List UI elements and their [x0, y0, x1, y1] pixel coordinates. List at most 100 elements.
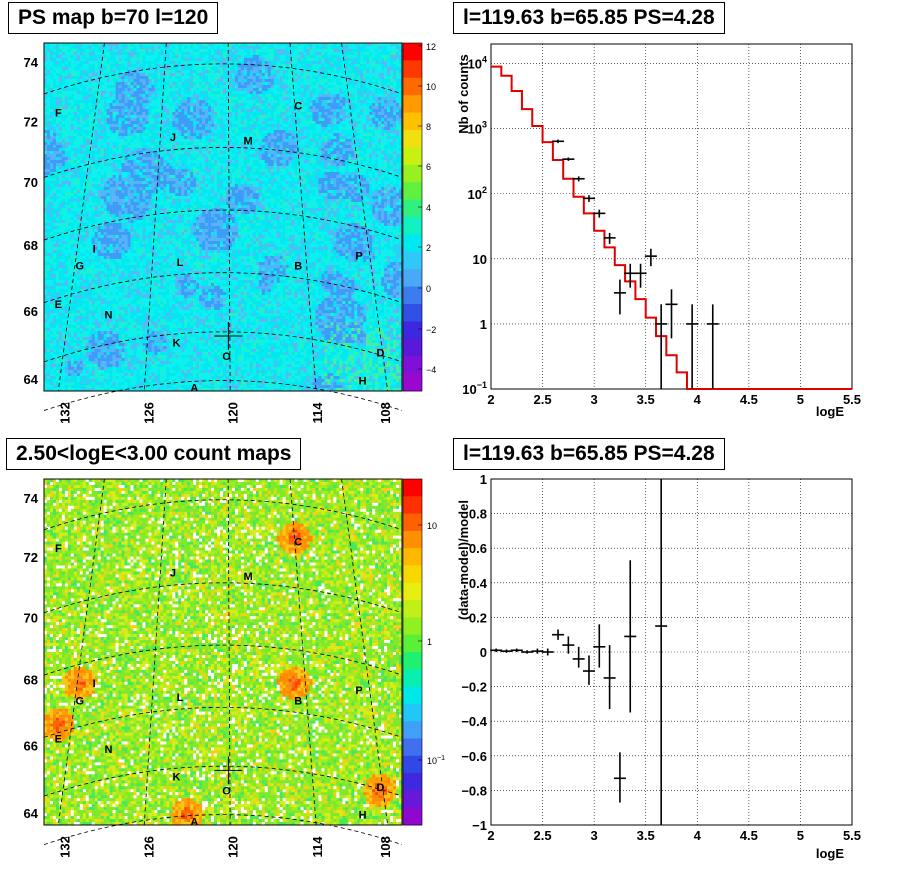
source-label-a: A: [190, 817, 198, 829]
source-label-f: F: [55, 108, 62, 120]
residual-ytick-label: 1: [480, 472, 487, 487]
residual-ytick-label: −0.4: [461, 714, 487, 729]
ps-map-colorbar-band: [403, 60, 422, 78]
ps-map-colorbar-band: [403, 304, 422, 322]
source-label-p: P: [355, 250, 362, 262]
ps-map-colorbar-band: [403, 165, 422, 183]
source-label-c: C: [294, 101, 302, 113]
ps-map-colorbar-band: [403, 269, 422, 287]
count-map-colorbar-band: [403, 479, 422, 497]
residual-ytick-label: 0.8: [469, 507, 487, 522]
residual-ytick-label: −0.8: [461, 783, 487, 798]
source-label-k: K: [172, 337, 180, 349]
count-map-colorbar-band: [403, 773, 422, 791]
count-map-colorbar-band: [403, 635, 422, 653]
source-label-e: E: [55, 299, 62, 311]
source-label-j: J: [170, 567, 176, 579]
count-map-colorbar-band: [403, 669, 422, 687]
count-map-colorbar-band: [403, 566, 422, 584]
spectrum-xlabel: logE: [816, 404, 844, 419]
count-map-title: 2.50<logE<3.00 count maps: [6, 438, 301, 470]
count-map-ytick-label: 72: [24, 550, 38, 565]
count-map-ytick-label: 74: [24, 491, 39, 506]
count-map-colorbar-band: [403, 583, 422, 601]
ps-colorbar-tick-label: 8: [426, 122, 431, 132]
ps-map-colorbar-band: [403, 234, 422, 252]
source-label-p: P: [355, 685, 362, 697]
spectrum-xtick-label: 2.5: [534, 392, 552, 407]
source-label-o: O: [222, 785, 231, 797]
residual-xtick-label: 2.5: [534, 828, 552, 843]
residual-xtick-label: 5: [797, 828, 804, 843]
count-map-xtick-label: 114: [310, 836, 325, 858]
source-label-g: G: [76, 695, 85, 707]
ps-map-title: PS map b=70 l=120: [8, 2, 218, 34]
ps-map-colorbar-band: [403, 130, 422, 148]
ps-map-colorbar-band: [403, 200, 422, 218]
ps-map-colorbar-band: [403, 95, 422, 113]
count-map-colorbar-band: [403, 687, 422, 705]
ps-map-xtick-label: 114: [310, 402, 325, 424]
source-label-o: O: [222, 351, 231, 363]
source-label-f: F: [55, 543, 62, 555]
spectrum-xtick-label: 5.5: [843, 392, 861, 407]
count-map-colorbar-band: [403, 548, 422, 566]
source-label-i: I: [93, 243, 96, 255]
ps-colorbar-tick-label: 4: [426, 203, 431, 213]
ps-map-colorbar-band: [403, 321, 422, 339]
count-map-colorbar-band: [403, 652, 422, 670]
spectrum-xtick-label: 4: [694, 392, 702, 407]
count-map-colorbar-band: [403, 704, 422, 722]
residual-ytick-label: −0.2: [461, 680, 487, 695]
spectrum-ytick-label: 1: [480, 317, 487, 332]
count-map-ytick-label: 64: [24, 806, 39, 821]
ps-map-ytick-label: 72: [24, 114, 38, 129]
spectrum-title: l=119.63 b=65.85 PS=4.28: [453, 2, 725, 34]
ps-colorbar-tick-label: 0: [426, 284, 431, 294]
source-label-h: H: [359, 376, 367, 388]
count-map-ytick-label: 70: [24, 610, 38, 625]
source-label-n: N: [104, 309, 112, 321]
spectrum-xtick-label: 3.5: [637, 392, 655, 407]
ps-map-ytick-label: 66: [24, 304, 38, 319]
count-map-colorbar-band: [403, 617, 422, 635]
residual-title: l=119.63 b=65.85 PS=4.28: [453, 438, 725, 470]
ps-map-ytick-label: 68: [24, 238, 38, 253]
ps-map-colorbar-band: [403, 113, 422, 131]
count-map-colorbar-band: [403, 531, 422, 549]
residual-xtick-label: 4: [694, 828, 702, 843]
ps-map-colorbar-band: [403, 356, 422, 374]
ps-map-xtick-label: 108: [378, 402, 393, 424]
source-label-k: K: [172, 772, 180, 784]
ps-map-colorbar-band: [403, 374, 422, 392]
residual-xlabel: logE: [816, 846, 844, 861]
ps-map-xtick-label: 120: [226, 402, 241, 424]
residual-xtick-label: 5.5: [843, 828, 861, 843]
spectrum-ytick-label: 102: [468, 185, 487, 202]
count-map-xtick-label: 132: [57, 836, 72, 858]
source-label-i: I: [93, 678, 96, 690]
ps-map-ytick-label: 70: [24, 175, 38, 190]
source-label-e: E: [55, 734, 62, 746]
spectrum-xtick-label: 2: [487, 392, 494, 407]
count-map-ytick-label: 66: [24, 738, 38, 753]
count-map-colorbar-band: [403, 721, 422, 739]
residual-ytick-label: 0.2: [469, 610, 487, 625]
residual-ytick-label: −0.6: [461, 749, 487, 764]
count-map-colorbar-band: [403, 790, 422, 808]
count-colorbar-tick-label: 10−1: [427, 755, 445, 766]
residual-ylabel: (data-model)/model: [456, 500, 471, 620]
residual-xtick-label: 4.5: [740, 828, 758, 843]
count-map-xtick-label: 126: [142, 836, 157, 858]
ps-map-ytick-label: 64: [24, 372, 39, 387]
ps-map-colorbar-band: [403, 252, 422, 270]
count-colorbar-tick-label: 10: [427, 521, 437, 531]
source-label-m: M: [243, 135, 252, 147]
spectrum-ytick-label: 10−1: [462, 380, 487, 397]
count-map-colorbar-band: [403, 600, 422, 618]
spectrum-xtick-label: 3: [591, 392, 598, 407]
source-label-c: C: [294, 536, 302, 548]
residual-ytick-label: 0: [480, 645, 487, 660]
source-label-m: M: [243, 571, 252, 583]
